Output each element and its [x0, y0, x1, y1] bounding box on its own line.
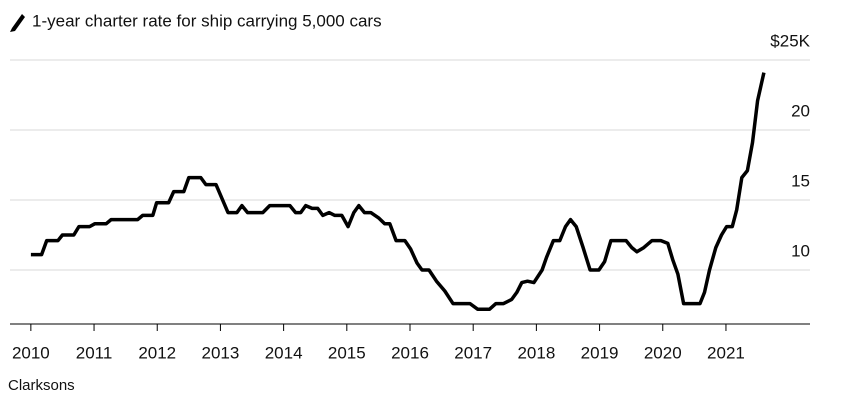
y-tick-label: 15: [791, 171, 810, 190]
x-tick-label: 2016: [391, 343, 429, 362]
x-tick-label: 2010: [12, 343, 50, 362]
x-tick-label: 2018: [517, 343, 555, 362]
y-tick-label: $25K: [770, 31, 810, 50]
x-tick-label: 2011: [76, 343, 113, 362]
line: [30, 72, 766, 311]
x-tick-label: 2015: [328, 343, 366, 362]
chart-title: 1-year charter rate for ship carrying 5,…: [32, 11, 382, 30]
y-tick-label: 10: [791, 241, 810, 260]
x-tick-label: 2014: [265, 343, 303, 362]
x-tick-label: 2019: [581, 343, 619, 362]
x-tick-label: 2012: [138, 343, 176, 362]
source: Clarksons: [8, 377, 75, 394]
y-tick-label: 20: [791, 101, 810, 120]
x-tick-label: 2017: [454, 343, 492, 362]
x-tick-label: 2013: [202, 343, 240, 362]
title-icon: [10, 14, 25, 32]
x-tick-label: 2021: [707, 343, 745, 362]
x-tick-label: 2020: [644, 343, 682, 362]
